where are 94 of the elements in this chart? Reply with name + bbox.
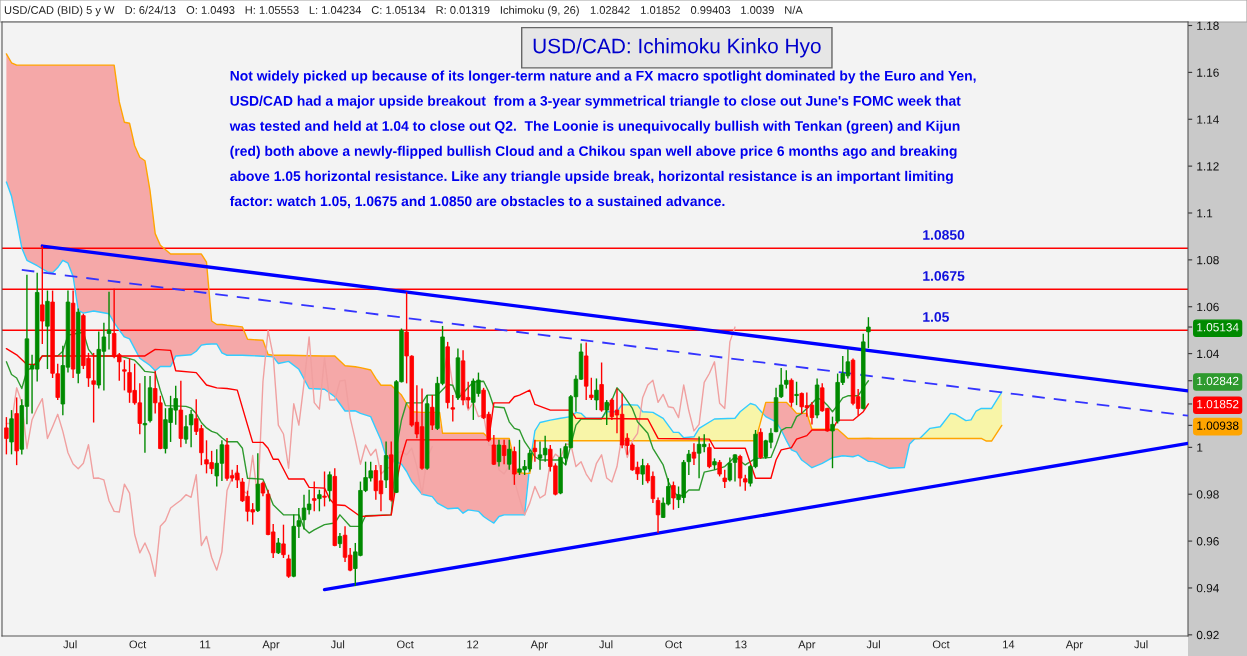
text: 1.02842 [590, 6, 630, 14]
y-tick-label: 1.14 [1197, 115, 1219, 124]
candlestick [686, 449, 692, 476]
text: D: 6/24/13 [125, 5, 176, 14]
text: L: 1.04234 [309, 6, 362, 14]
text: N/A [785, 5, 803, 14]
candlestick [722, 469, 727, 489]
candlestick [604, 399, 609, 426]
text: 1.01852 [641, 6, 680, 14]
candlestick [317, 489, 322, 513]
candlestick [281, 523, 286, 559]
x-tick-label: Oct [397, 640, 414, 649]
text: O: 1.0493 [186, 6, 235, 14]
candlestick [312, 480, 317, 513]
y-tick-label: 1.12 [1197, 162, 1219, 171]
candlestick [691, 442, 697, 466]
candlestick [491, 434, 497, 466]
candlestick [609, 397, 615, 421]
candlestick [501, 439, 507, 465]
text: R: 0.01319 [436, 6, 490, 14]
text: H: 1.05553 [245, 6, 299, 14]
candlestick [589, 377, 594, 401]
candlestick [866, 316, 871, 349]
y-tick-label: 1.00938 [1197, 421, 1239, 430]
candlestick [327, 470, 332, 503]
candlestick [142, 375, 148, 454]
candlestick [732, 453, 738, 483]
x-tick-label: Jul [63, 640, 77, 649]
candlestick [542, 434, 548, 463]
candlestick [306, 489, 312, 516]
candlestick [322, 470, 327, 508]
x-tick-label: 11 [200, 640, 211, 649]
candlestick [789, 377, 794, 408]
x-tick-label: Apr [798, 640, 816, 651]
text: 1.0039 [741, 6, 774, 14]
y-tick-label: 1.05134 [1197, 323, 1239, 332]
candlestick [496, 439, 502, 468]
x-tick-label: Jul [866, 640, 880, 649]
x-tick-label: Apr [262, 640, 280, 651]
y-tick-label: 1 [1197, 443, 1203, 452]
y-tick-label: 1.04 [1197, 349, 1219, 358]
candlestick [655, 496, 661, 534]
x-tick-label: Oct [665, 640, 682, 649]
y-tick-label: 1.16 [1197, 68, 1219, 77]
candlestick [532, 439, 538, 463]
x-tick-label: 14 [1003, 640, 1015, 649]
candlestick [373, 464, 379, 501]
candlestick [507, 439, 512, 471]
text: Ichimoku (9, 26) [500, 5, 579, 17]
y-tick-label: 1.02842 [1197, 376, 1239, 386]
candlestick [9, 409, 14, 456]
x-tick-label: Apr [1065, 640, 1083, 651]
candlestick [188, 409, 194, 449]
x-tick-label: Jul [330, 640, 345, 649]
candlestick [450, 394, 456, 423]
y-tick-label: 1.08 [1197, 255, 1219, 265]
candlestick [183, 414, 189, 445]
candlestick [727, 456, 733, 483]
candlestick [91, 352, 96, 424]
candlestick [640, 458, 645, 486]
x-tick-label: Oct [932, 640, 950, 649]
y-tick-label: 0.92 [1196, 630, 1219, 640]
y-tick-label: 1.01852 [1197, 399, 1239, 409]
candlestick [430, 394, 435, 431]
candlestick [707, 442, 712, 469]
ref-line-label: 1.05 [923, 312, 949, 322]
text: USD/CAD (BID) 5 y W [4, 5, 115, 17]
y-tick-label: 0.94 [1196, 583, 1219, 593]
candlestick [671, 480, 676, 511]
ref-line-label: 1.0675 [923, 271, 965, 281]
ref-line-label: 1.0850 [923, 230, 965, 240]
y-tick-label: 1.06 [1197, 302, 1219, 312]
y-tick-label: 1.1 [1197, 209, 1213, 218]
text: Not widely picked up because of its longer-term nature and a FX macro spotlight dominated by the Euro and Yen, USD/CAD had a major upside breakout from a 3-year symmetrical triangle to close out June's FOMC week that was tested and held at 1.04 to close out Q2. The Loonie is unequivocally bullish with Tenkan (green) and Kijun (red) both above a newly-flipped bullish Cloud and a Chikou span well above price 6 months ago and breaking above 1.05 horizontal resistance. Like any triangle upside break, horizontal resistance is an important limiting factor: watch 1.05, 1.0675 and 1.0850 are obstacles to a sustained advance. [229, 70, 976, 209]
x-tick-label: Jul [599, 640, 613, 649]
candlestick [106, 291, 112, 351]
x-tick-label: Jul [1134, 640, 1148, 649]
text: 0.99403 [690, 6, 731, 14]
candlestick [286, 553, 291, 579]
candlestick [830, 415, 835, 469]
text: USD/CAD: Ichimoku Kinko Hyo [533, 38, 821, 58]
candlestick [122, 359, 127, 392]
y-tick-label: 1.18 [1197, 21, 1219, 30]
candlestick [594, 377, 599, 411]
candlestick [4, 416, 9, 456]
text: C: 1.05134 [371, 6, 426, 14]
candlestick [794, 381, 799, 406]
x-tick-label: 13 [735, 640, 747, 649]
x-tick-label: Oct [129, 640, 147, 649]
candlestick [512, 445, 517, 486]
x-tick-label: 12 [467, 640, 479, 649]
y-tick-label: 0.98 [1196, 490, 1219, 499]
x-tick-label: Apr [530, 640, 548, 651]
y-tick-label: 0.96 [1196, 537, 1219, 546]
